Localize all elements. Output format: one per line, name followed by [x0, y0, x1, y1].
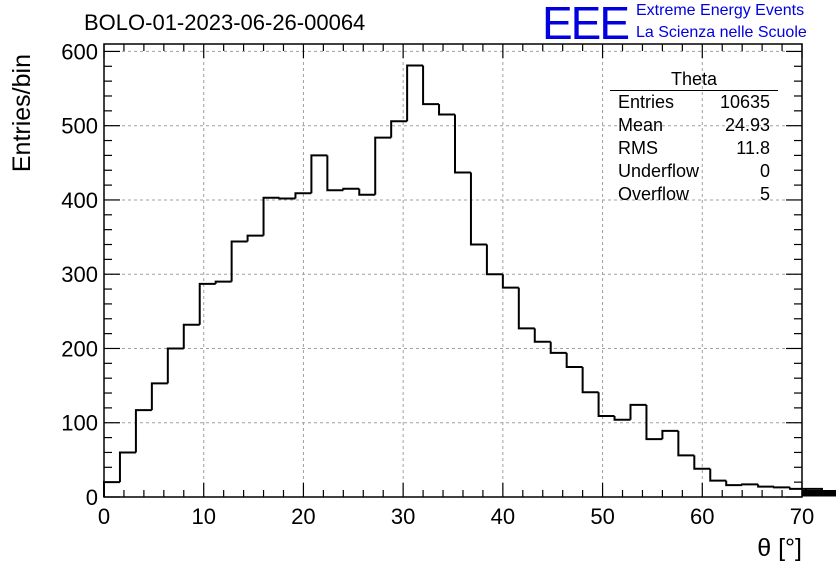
y-tick-label: 200 [61, 336, 98, 361]
histogram-bin [789, 487, 802, 490]
plot-frame [103, 43, 803, 498]
logo-text-line2: La Scienza nelle Scuole [636, 24, 807, 41]
x-tick-label: 0 [98, 504, 110, 529]
histogram-bin [693, 455, 711, 470]
histogram-bin [103, 481, 120, 497]
y-tick-label: 300 [61, 262, 98, 287]
stats-box: Theta Entries 10635 Mean 24.93 RMS 11.8 … [610, 68, 778, 206]
x-tick-label: 10 [191, 504, 215, 529]
histogram-bin [134, 409, 152, 453]
histogram-bin [501, 274, 519, 289]
histogram-bin [645, 404, 663, 441]
x-tick-label: 70 [790, 504, 814, 529]
chart-title: BOLO-01-2023-06-26-00064 [84, 10, 366, 35]
histogram-bin [438, 104, 455, 116]
stats-row-overflow: Overflow 5 [610, 183, 778, 206]
x-tick-label: 20 [291, 504, 315, 529]
x-tick-label: 30 [391, 504, 415, 529]
histogram-bin [453, 114, 471, 174]
histogram-bin [725, 480, 743, 487]
histogram-bin [661, 429, 679, 440]
stats-label: RMS [618, 138, 658, 158]
stats-row-underflow: Underflow 0 [610, 160, 778, 183]
stats-value: 24.93 [724, 115, 770, 135]
x-tick-label: 40 [491, 504, 515, 529]
stats-value: 0 [759, 161, 770, 181]
histogram-bin [549, 341, 567, 354]
eee-logo: EEE [542, 0, 630, 49]
histogram-bin [802, 490, 836, 493]
stats-title: Theta [610, 68, 778, 91]
stats-label: Mean [618, 115, 664, 135]
histogram-bin [230, 240, 248, 282]
histogram-bin [278, 197, 296, 200]
histogram-bin [406, 64, 424, 122]
histogram-bin [374, 136, 392, 195]
histogram-bin [390, 120, 408, 138]
stats-label: Underflow [618, 161, 700, 181]
x-tick-label: 50 [590, 504, 614, 529]
histogram-bin [182, 323, 200, 349]
stats-value: 5 [759, 184, 770, 204]
histogram-bin [118, 451, 136, 483]
stats-value: 10635 [719, 92, 770, 112]
histogram-bin [517, 287, 535, 330]
stats-value: 11.8 [736, 138, 770, 158]
histogram-bin [677, 430, 695, 457]
histogram-bin [246, 234, 264, 242]
histogram-bin [310, 154, 328, 194]
stats-label: Overflow [618, 184, 690, 204]
histogram-bin [773, 486, 791, 489]
histogram-bin [422, 65, 440, 106]
histogram-bin [533, 328, 551, 343]
histogram-bin [342, 187, 360, 191]
histogram-bin [166, 347, 184, 384]
histogram-bin [214, 280, 232, 284]
y-tick-label: 600 [61, 39, 98, 64]
histogram-bin [613, 416, 631, 421]
histogram-bin [326, 155, 344, 192]
y-tick-label: 0 [86, 485, 98, 510]
histogram-bin [597, 392, 615, 418]
histogram-bin [565, 352, 583, 369]
y-tick-label: 100 [61, 411, 98, 436]
stats-label: Entries [618, 92, 675, 112]
histogram-bin [198, 282, 216, 325]
histogram-bin [485, 244, 503, 276]
histogram-bin [629, 403, 647, 420]
y-axis-label: Entries/bin [8, 54, 36, 173]
histogram-bin [469, 172, 487, 246]
logo-text-line1: Extreme Energy Events [636, 2, 805, 19]
histogram-bin [709, 468, 727, 482]
histogram-bin [262, 196, 280, 236]
stats-row-entries: Entries 10635 [610, 91, 778, 114]
histogram-bin [150, 382, 168, 411]
histogram-bin [741, 483, 759, 486]
y-tick-label: 400 [61, 188, 98, 213]
histogram-bin [802, 492, 836, 495]
histogram-bin [581, 367, 599, 394]
x-tick-label: 60 [690, 504, 714, 529]
stats-row-rms: RMS 11.8 [610, 137, 778, 160]
histogram-bin [358, 188, 376, 196]
y-tick-label: 500 [61, 114, 98, 139]
histogram-bin [294, 192, 312, 199]
histogram-bin [757, 484, 775, 488]
x-axis-label: θ [°] [757, 534, 802, 562]
stats-row-mean: Mean 24.93 [610, 114, 778, 137]
